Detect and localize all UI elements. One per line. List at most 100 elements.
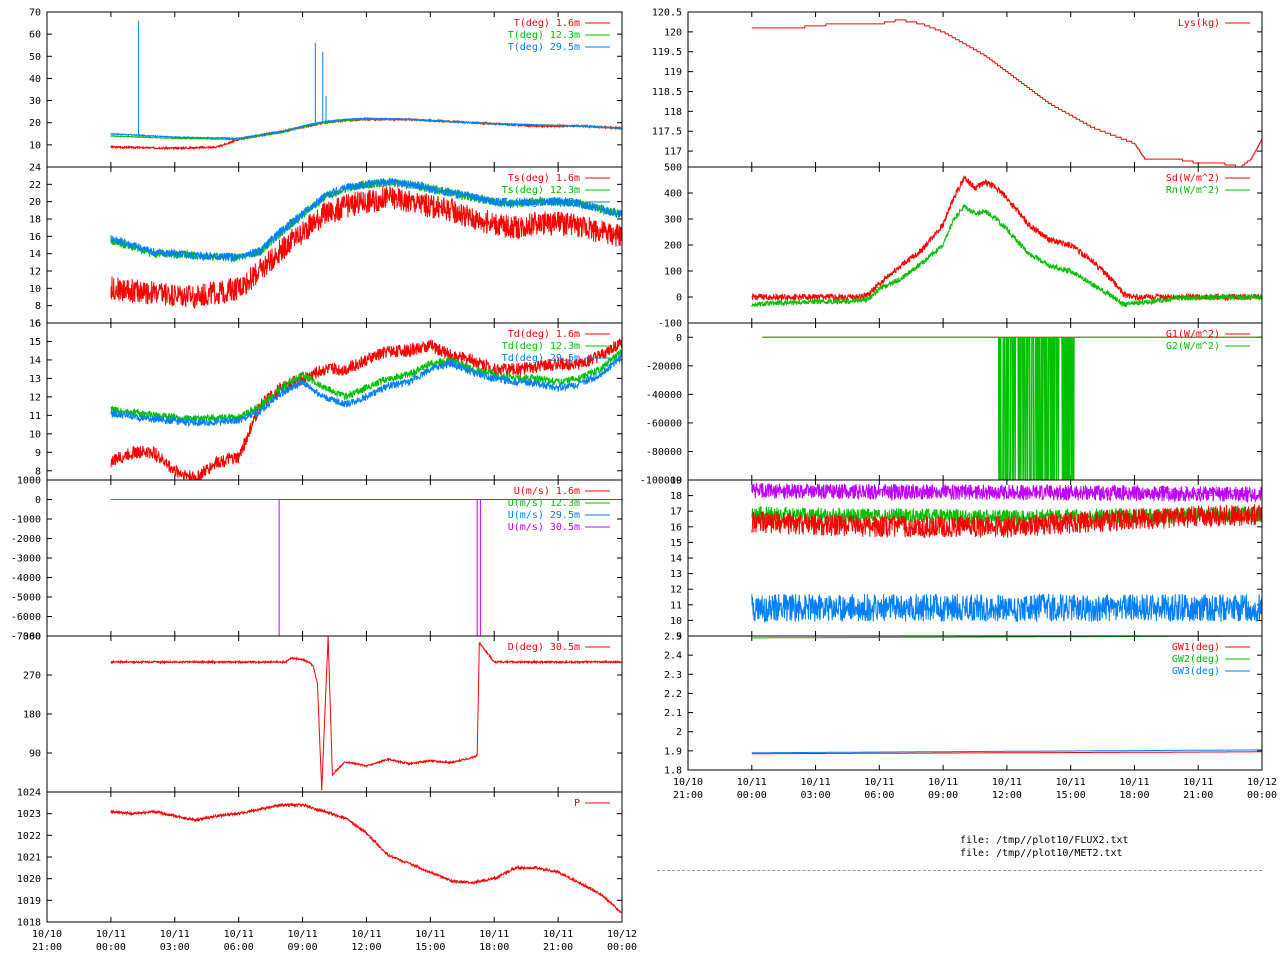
- series-line-0: [110, 117, 622, 151]
- source-file-flux: file: /tmp//plot10/FLUX2.txt: [960, 835, 1129, 846]
- y-tick-label: 1023: [17, 809, 41, 820]
- y-tick-label: 100: [664, 267, 682, 278]
- y-tick-label: 14: [670, 554, 682, 565]
- panel-10: 1.8 1.9 2 2.1 2.2 2.3 2.4 2.5 GW1(deg)GW2(deg)GW…: [664, 632, 1277, 802]
- y-tick-label: 15: [29, 337, 41, 348]
- y-tick-label: 0: [676, 333, 682, 344]
- y-tick-label: 180: [23, 710, 41, 721]
- series-line-0: [751, 175, 1262, 302]
- y-tick-label: 2.5: [664, 632, 682, 643]
- x-tick-label-time: 15:00: [415, 942, 445, 953]
- y-tick-label: 1.9: [664, 746, 682, 757]
- y-tick-label: 9: [676, 632, 682, 643]
- y-tick-label: 117.5: [652, 127, 682, 138]
- separator-line: [657, 870, 1262, 871]
- x-tick-label-time: 21:00: [1183, 790, 1213, 801]
- panel-5: 1018 1019 1020 1021 1022 1023 1024 P 10/10 21:00 1…: [17, 788, 637, 954]
- legend-label: Rn(W/m^2): [1166, 185, 1220, 196]
- legend-label: Lys(kg): [1178, 18, 1220, 29]
- x-tick-label-date: 10/11: [1183, 777, 1213, 788]
- series-line-2: [110, 116, 622, 140]
- y-tick-label: 14: [29, 249, 41, 260]
- series-group: [751, 175, 1262, 308]
- y-tick-label: 1019: [17, 896, 41, 907]
- x-tick-label-date: 10/11: [864, 777, 894, 788]
- series-group: [751, 482, 1262, 624]
- series-line-0: [110, 801, 622, 914]
- y-tick-label: 1.8: [664, 766, 682, 777]
- x-tick-label-date: 10/11: [1056, 777, 1086, 788]
- y-tick-label: -7000: [11, 632, 41, 643]
- x-tick-label-time: 21:00: [543, 942, 573, 953]
- y-tick-label: 0: [676, 293, 682, 304]
- y-tick-label: -40000: [646, 390, 682, 401]
- y-tick-label: 19: [670, 476, 682, 487]
- y-tick-label: 8: [35, 301, 41, 312]
- y-tick-label: 13: [670, 569, 682, 580]
- y-tick-label: 1000: [17, 476, 41, 487]
- legend-label: Tsoil(deg): [1160, 486, 1220, 497]
- y-tick-label: 16: [29, 232, 41, 243]
- series-group: [110, 20, 622, 151]
- y-tick-label: -100: [658, 319, 682, 330]
- y-tick-label: 10: [29, 140, 41, 151]
- y-tick-label: 14: [29, 355, 41, 366]
- y-tick-label: -4000: [11, 573, 41, 584]
- y-tick-label: 15: [670, 538, 682, 549]
- y-tick-label: 2: [676, 727, 682, 738]
- y-tick-label: 10: [29, 284, 41, 295]
- legend-label: Td(deg) 29.5m: [502, 353, 580, 364]
- y-tick-label: 50: [29, 52, 41, 63]
- x-tick-label-date: 10/11: [928, 777, 958, 788]
- series-line-0: [110, 186, 622, 309]
- x-tick-label-date: 10/11: [224, 929, 254, 940]
- y-tick-label: 119: [664, 67, 682, 78]
- y-tick-label: -100000: [640, 476, 682, 487]
- x-tick-label-date: 10/11: [288, 929, 318, 940]
- y-tick-label: 60: [29, 30, 41, 41]
- legend-label: Sd(W/m^2): [1166, 173, 1220, 184]
- x-tick-label-date: 10/11: [96, 929, 126, 940]
- y-tick-label: -2000: [11, 534, 41, 545]
- series-group: [762, 336, 1262, 480]
- y-tick-label: 22: [29, 180, 41, 191]
- y-tick-label: 16: [29, 319, 41, 330]
- y-tick-label: 118.5: [652, 87, 682, 98]
- series-line-1: [751, 203, 1262, 308]
- series-line-2: [751, 504, 1262, 539]
- y-tick-label: 12: [670, 585, 682, 596]
- x-tick-label-date: 10/10: [32, 929, 62, 940]
- x-tick-label-time: 09:00: [928, 790, 958, 801]
- legend-label: T(deg) 29.5m: [508, 42, 580, 53]
- y-tick-label: 1024: [17, 788, 41, 799]
- y-tick-label: 1020: [17, 874, 41, 885]
- legend-label: P: [574, 798, 580, 809]
- x-tick-label-date: 10/11: [1119, 777, 1149, 788]
- series-line-1: [110, 349, 622, 424]
- series-line-0: [751, 19, 1262, 167]
- series-line-2: [110, 352, 622, 428]
- y-tick-label: -5000: [11, 593, 41, 604]
- series-line-3: [751, 593, 1262, 624]
- x-tick-label-date: 10/11: [415, 929, 445, 940]
- y-tick-label: 16: [670, 522, 682, 533]
- y-tick-label: 500: [664, 163, 682, 174]
- y-tick-label: 70: [29, 8, 41, 19]
- y-tick-label: 0: [35, 495, 41, 506]
- series-group: [110, 177, 622, 309]
- y-tick-label: 2.4: [664, 651, 682, 662]
- x-tick-label-date: 10/11: [737, 777, 767, 788]
- y-tick-label: 10: [670, 616, 682, 627]
- series-line-2: [110, 177, 622, 262]
- x-tick-label-time: 09:00: [288, 942, 318, 953]
- legend-label: G2(W/m^2): [1166, 341, 1220, 352]
- x-tick-label-date: 10/10: [673, 777, 703, 788]
- x-tick-label-time: 15:00: [1056, 790, 1086, 801]
- y-tick-label: 12: [29, 267, 41, 278]
- series-line-0: [751, 482, 1262, 504]
- panel-9: 9 10 11 12 13 14 15 16 17 18 19 Tsoil(deg): [670, 476, 1263, 643]
- y-tick-label: 270: [23, 671, 41, 682]
- panel-frame: [687, 635, 1263, 771]
- panel-frame: [687, 11, 1263, 168]
